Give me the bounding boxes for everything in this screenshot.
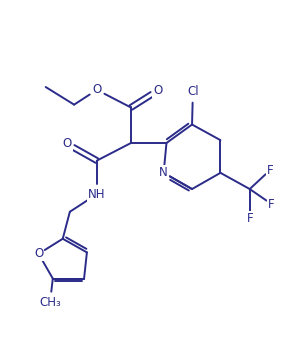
Text: NH: NH (88, 188, 106, 201)
Text: O: O (92, 83, 102, 96)
Text: O: O (153, 84, 163, 97)
Text: N: N (159, 166, 168, 179)
Text: F: F (246, 212, 253, 225)
Text: F: F (267, 164, 274, 176)
Text: O: O (34, 247, 43, 260)
Text: F: F (268, 198, 275, 210)
Text: Cl: Cl (187, 85, 199, 98)
Text: CH₃: CH₃ (39, 296, 61, 309)
Text: O: O (62, 137, 72, 150)
